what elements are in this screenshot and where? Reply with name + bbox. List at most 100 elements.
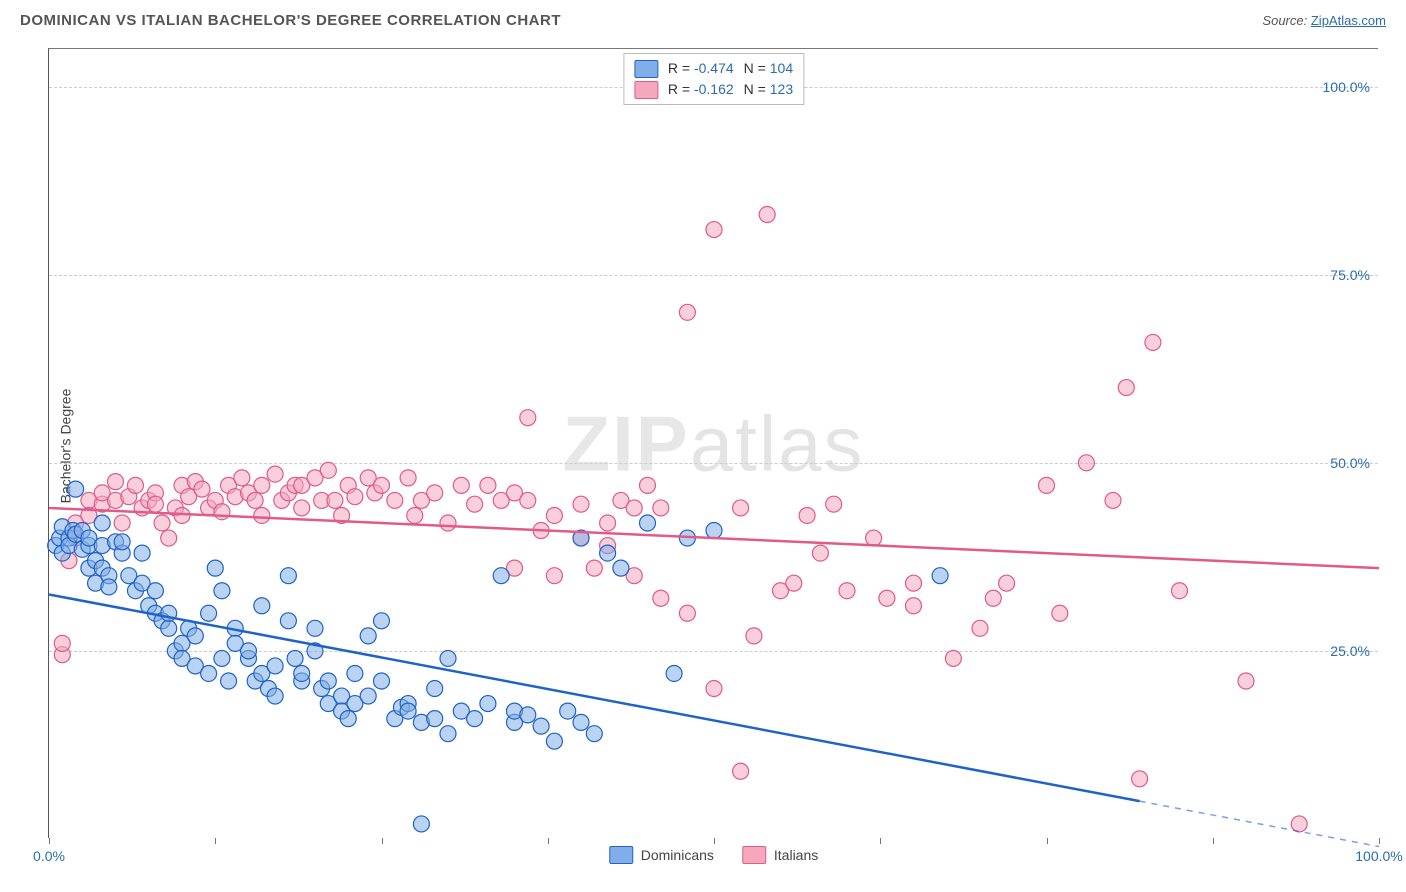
data-point bbox=[759, 207, 775, 223]
data-point bbox=[932, 568, 948, 584]
data-point bbox=[546, 568, 562, 584]
chart-title: DOMINICAN VS ITALIAN BACHELOR'S DEGREE C… bbox=[20, 12, 561, 29]
legend-item-italians: Italians bbox=[742, 846, 818, 864]
data-point bbox=[294, 500, 310, 516]
xtick bbox=[382, 838, 383, 844]
data-point bbox=[68, 481, 84, 497]
data-point bbox=[154, 515, 170, 531]
swatch-italians bbox=[742, 846, 766, 864]
data-point bbox=[187, 628, 203, 644]
xtick-label: 0.0% bbox=[33, 848, 65, 864]
data-point bbox=[560, 703, 576, 719]
data-point bbox=[201, 665, 217, 681]
data-point bbox=[520, 410, 536, 426]
data-point bbox=[440, 726, 456, 742]
data-point bbox=[746, 628, 762, 644]
data-point bbox=[640, 515, 656, 531]
data-point bbox=[520, 707, 536, 723]
data-point bbox=[1172, 583, 1188, 599]
data-point bbox=[573, 714, 589, 730]
xtick bbox=[714, 838, 715, 844]
data-point bbox=[480, 696, 496, 712]
data-point bbox=[374, 673, 390, 689]
scatter-svg bbox=[49, 49, 1378, 838]
data-point bbox=[679, 304, 695, 320]
data-point bbox=[586, 726, 602, 742]
data-point bbox=[214, 583, 230, 599]
plot-area: ZIPatlas 25.0%50.0%75.0%100.0% R = -0.47… bbox=[48, 48, 1378, 838]
legend-item-dominicans: Dominicans bbox=[609, 846, 714, 864]
data-point bbox=[786, 575, 802, 591]
data-point bbox=[666, 665, 682, 681]
trend-line-dashed bbox=[1140, 801, 1379, 846]
data-point bbox=[207, 560, 223, 576]
source: Source: ZipAtlas.com bbox=[1262, 13, 1386, 28]
data-point bbox=[906, 598, 922, 614]
xtick bbox=[49, 838, 50, 844]
stats-row-italians: R = -0.162 N = 123 bbox=[634, 79, 793, 100]
xtick-label: 100.0% bbox=[1355, 848, 1402, 864]
data-point bbox=[999, 575, 1015, 591]
data-point bbox=[985, 590, 1001, 606]
xtick bbox=[215, 838, 216, 844]
data-point bbox=[347, 665, 363, 681]
data-point bbox=[520, 492, 536, 508]
data-point bbox=[101, 579, 117, 595]
data-point bbox=[533, 718, 549, 734]
source-link[interactable]: ZipAtlas.com bbox=[1311, 13, 1386, 28]
data-point bbox=[267, 658, 283, 674]
data-point bbox=[706, 523, 722, 539]
data-point bbox=[254, 507, 270, 523]
data-point bbox=[247, 492, 263, 508]
data-point bbox=[1238, 673, 1254, 689]
data-point bbox=[1118, 380, 1134, 396]
data-point bbox=[307, 620, 323, 636]
data-point bbox=[374, 613, 390, 629]
data-point bbox=[640, 477, 656, 493]
stats-legend: R = -0.474 N = 104 R = -0.162 N = 123 bbox=[623, 53, 804, 105]
data-point bbox=[1039, 477, 1055, 493]
data-point bbox=[134, 545, 150, 561]
data-point bbox=[812, 545, 828, 561]
data-point bbox=[839, 583, 855, 599]
data-point bbox=[1132, 771, 1148, 787]
data-point bbox=[280, 568, 296, 584]
data-point bbox=[108, 474, 124, 490]
data-point bbox=[546, 733, 562, 749]
data-point bbox=[214, 504, 230, 520]
data-point bbox=[194, 481, 210, 497]
data-point bbox=[586, 560, 602, 576]
data-point bbox=[54, 635, 70, 651]
data-point bbox=[600, 545, 616, 561]
data-point bbox=[241, 643, 257, 659]
data-point bbox=[340, 711, 356, 727]
data-point bbox=[879, 590, 895, 606]
data-point bbox=[573, 496, 589, 512]
data-point bbox=[706, 222, 722, 238]
data-point bbox=[94, 515, 110, 531]
data-point bbox=[1291, 816, 1307, 832]
data-point bbox=[320, 462, 336, 478]
chart-header: DOMINICAN VS ITALIAN BACHELOR'S DEGREE C… bbox=[0, 0, 1406, 40]
data-point bbox=[407, 507, 423, 523]
data-point bbox=[374, 477, 390, 493]
data-point bbox=[1052, 605, 1068, 621]
swatch-dominicans bbox=[609, 846, 633, 864]
data-point bbox=[866, 530, 882, 546]
trend-line bbox=[49, 508, 1379, 568]
data-point bbox=[679, 605, 695, 621]
data-point bbox=[467, 711, 483, 727]
xtick bbox=[1047, 838, 1048, 844]
xtick bbox=[1379, 838, 1380, 844]
data-point bbox=[440, 650, 456, 666]
data-point bbox=[733, 763, 749, 779]
data-point bbox=[201, 605, 217, 621]
data-point bbox=[972, 620, 988, 636]
data-point bbox=[400, 470, 416, 486]
xtick bbox=[880, 838, 881, 844]
data-point bbox=[267, 688, 283, 704]
data-point bbox=[653, 590, 669, 606]
data-point bbox=[254, 598, 270, 614]
data-point bbox=[280, 613, 296, 629]
data-point bbox=[467, 496, 483, 512]
